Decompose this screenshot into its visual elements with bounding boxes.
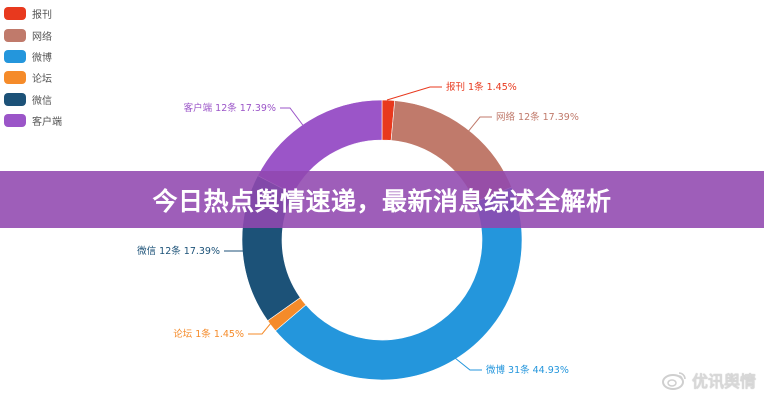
- legend-label: 微博: [32, 52, 52, 64]
- legend-label: 报刊: [32, 10, 52, 22]
- watermark-text: 优讯舆情: [691, 372, 756, 391]
- legend-item-weixin[interactable]: 微信: [4, 89, 62, 110]
- label-wangluo: 网络 12条 17.39%: [496, 111, 579, 123]
- legend-item-weibo[interactable]: 微博: [4, 46, 62, 67]
- legend-swatch-icon: [4, 7, 26, 21]
- watermark: 优讯舆情: [661, 368, 756, 392]
- label-kehuduan: 客户端 12条 17.39%: [184, 102, 276, 114]
- leader-line-luntan: [248, 322, 272, 335]
- legend-label: 论坛: [32, 74, 52, 86]
- donut-slices: [241, 99, 523, 381]
- leader-line-kehuduan: [280, 107, 306, 129]
- legend-swatch-icon: [4, 92, 26, 106]
- weibo-logo-icon: [661, 372, 686, 390]
- leader-line-baokan: [386, 86, 442, 101]
- label-weibo: 微博 31条 44.93%: [486, 364, 569, 376]
- label-luntan: 论坛 1条 1.45%: [173, 328, 244, 340]
- legend-item-kehuduan[interactable]: 客户端: [4, 110, 62, 131]
- legend-label: 客户端: [32, 117, 62, 129]
- legend-item-wangluo[interactable]: 网络: [4, 24, 62, 45]
- chart-legend: 报刊 网络 微博 论坛 微信 客户端: [4, 3, 62, 131]
- legend-label: 网络: [32, 31, 52, 43]
- banner-title: 今日热点舆情速递，最新消息综述全解析: [152, 186, 612, 216]
- legend-swatch-icon: [4, 114, 26, 128]
- legend-swatch-icon: [4, 71, 26, 85]
- legend-swatch-icon: [4, 28, 26, 42]
- leader-line-weibo: [454, 357, 482, 371]
- legend-item-baokan[interactable]: 报刊: [4, 3, 62, 24]
- donut-slice-5[interactable]: [257, 99, 383, 195]
- legend-item-luntan[interactable]: 论坛: [4, 67, 62, 88]
- donut-slice-2[interactable]: [275, 186, 523, 381]
- legend-label: 微信: [32, 95, 52, 107]
- label-baokan: 报刊 1条 1.45%: [446, 81, 517, 93]
- label-weixin: 微信 12条 17.39%: [137, 245, 220, 257]
- title-banner: 今日热点舆情速递，最新消息综述全解析: [0, 171, 764, 228]
- legend-swatch-icon: [4, 49, 26, 63]
- leader-line-wangluo: [466, 116, 492, 134]
